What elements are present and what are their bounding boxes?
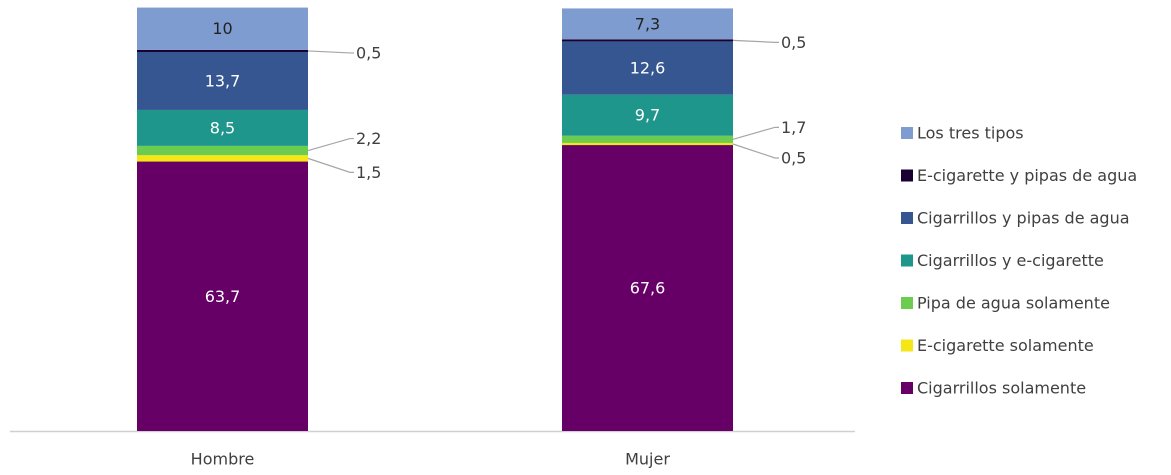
bar-segment-hombre-1 bbox=[137, 161, 308, 431]
legend-swatch-7 bbox=[901, 127, 913, 139]
bar-segment-hombre-5 bbox=[137, 51, 308, 110]
bar-segment-mujer-7 bbox=[562, 8, 733, 40]
data-label-hombre-3: 2,2 bbox=[356, 129, 381, 148]
leader-line-mujer-2 bbox=[732, 143, 779, 159]
legend-label-3: Pipa de agua solamente bbox=[917, 294, 1110, 313]
leader-line-hombre-3 bbox=[307, 137, 354, 152]
bar-segment-mujer-2 bbox=[562, 142, 733, 146]
bar-segment-hombre-7 bbox=[137, 7, 308, 50]
data-label-mujer-6: 0,5 bbox=[781, 33, 806, 52]
legend-label-1: Cigarrillos solamente bbox=[917, 379, 1086, 398]
data-label-mujer-4: 9,7 bbox=[635, 106, 660, 125]
leader-line-mujer-6 bbox=[732, 39, 779, 43]
legend-label-5: Cigarrillos y pipas de agua bbox=[917, 209, 1130, 228]
bar-segment-mujer-5 bbox=[562, 41, 733, 95]
bar-segment-hombre-4 bbox=[137, 109, 308, 146]
bar-segment-mujer-4 bbox=[562, 94, 733, 136]
legend-swatch-5 bbox=[901, 212, 913, 224]
data-label-hombre-5: 13,7 bbox=[205, 71, 241, 90]
legend-swatch-4 bbox=[901, 254, 913, 267]
legend-swatch-6 bbox=[901, 169, 913, 182]
data-label-hombre-1: 63,7 bbox=[205, 287, 241, 306]
data-label-hombre-4: 8,5 bbox=[210, 118, 235, 137]
x-tick-label-hombre: Hombre bbox=[191, 450, 255, 469]
data-label-hombre-7: 10 bbox=[212, 19, 232, 38]
bar-segment-mujer-6 bbox=[562, 39, 733, 42]
data-label-hombre-2: 1,5 bbox=[356, 163, 381, 182]
bar-segment-hombre-6 bbox=[137, 49, 308, 52]
data-label-mujer-7: 7,3 bbox=[635, 14, 660, 33]
legend-label-2: E-cigarette solamente bbox=[917, 336, 1094, 355]
leader-line-hombre-6 bbox=[307, 50, 354, 54]
legend-swatch-1 bbox=[901, 382, 913, 394]
data-label-mujer-2: 0,5 bbox=[781, 148, 806, 167]
legend-label-6: E-cigarette y pipas de agua bbox=[917, 166, 1137, 185]
data-label-mujer-5: 12,6 bbox=[630, 59, 666, 78]
leader-line-mujer-3 bbox=[732, 126, 779, 140]
data-label-mujer-3: 1,7 bbox=[781, 118, 806, 137]
bar-segment-mujer-1 bbox=[562, 145, 733, 431]
data-label-hombre-6: 0,5 bbox=[356, 43, 381, 62]
x-tick-label-mujer: Mujer bbox=[625, 450, 670, 469]
legend-swatch-3 bbox=[901, 297, 913, 309]
data-label-mujer-1: 67,6 bbox=[630, 279, 666, 298]
legend-swatch-2 bbox=[901, 339, 913, 352]
bar-segment-mujer-3 bbox=[562, 135, 733, 143]
bar-segment-hombre-2 bbox=[137, 155, 308, 162]
leader-line-hombre-2 bbox=[307, 157, 354, 173]
legend-label-4: Cigarrillos y e-cigarette bbox=[917, 251, 1104, 270]
bar-segment-hombre-3 bbox=[137, 145, 308, 156]
legend-label-7: Los tres tipos bbox=[917, 124, 1024, 143]
